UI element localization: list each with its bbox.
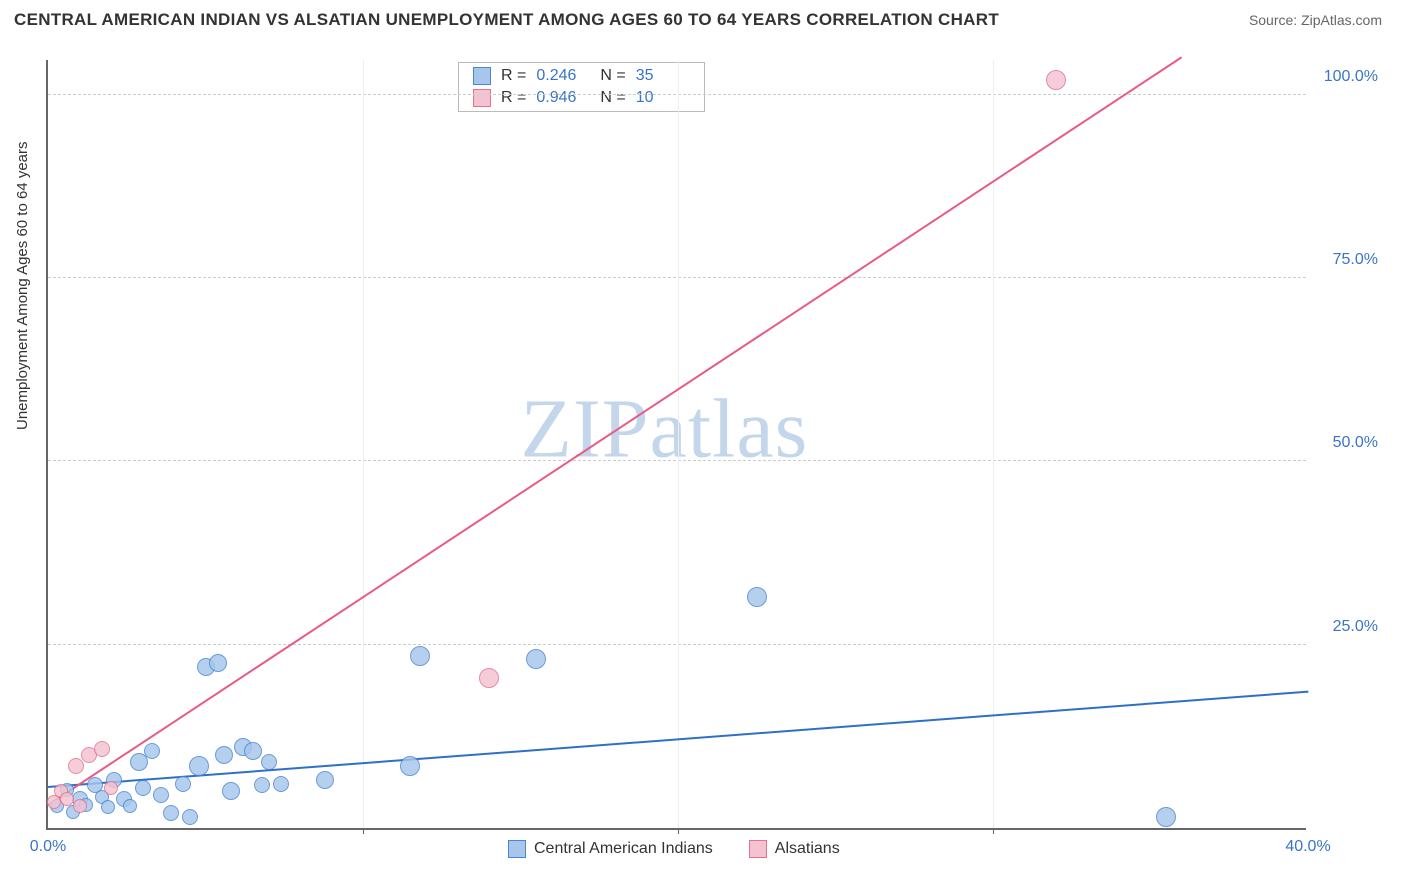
data-point (222, 782, 240, 800)
data-point (209, 654, 227, 672)
legend-n-label: N = (600, 67, 625, 85)
y-tick-label: 50.0% (1316, 434, 1378, 452)
data-point (316, 771, 334, 789)
data-point (101, 800, 115, 814)
data-point (73, 799, 87, 813)
legend-n-value: 10 (636, 89, 690, 107)
data-point (261, 754, 277, 770)
legend-swatch (508, 840, 526, 858)
scatter-chart: ZIPatlas R =0.246N =35R =0.946N =10 Cent… (46, 60, 1306, 830)
legend-swatch (473, 67, 491, 85)
gridline-horizontal (48, 277, 1306, 278)
data-point (244, 742, 262, 760)
data-point (273, 776, 289, 792)
title-row: CENTRAL AMERICAN INDIAN VS ALSATIAN UNEM… (0, 0, 1406, 36)
y-axis-label: Unemployment Among Ages 60 to 64 years (14, 141, 31, 430)
y-tick-label: 75.0% (1316, 251, 1378, 269)
legend-swatch (473, 89, 491, 107)
correlation-legend-row: R = 0.246 N = 35 (459, 65, 704, 87)
correlation-legend: R = 0.246 N = 35 R = 0.946 N = 10 (458, 62, 705, 112)
data-point (254, 777, 270, 793)
y-tick-label: 100.0% (1316, 68, 1378, 86)
x-tick-mark (363, 828, 364, 834)
legend-n-value: 35 (636, 67, 690, 85)
data-point (123, 799, 137, 813)
data-point (189, 756, 209, 776)
gridline-horizontal (48, 644, 1306, 645)
data-point (400, 756, 420, 776)
series-legend: Central American Indians Alsatians (508, 840, 840, 858)
legend-n-label: N = (600, 89, 625, 107)
legend-r-label: R = (501, 67, 526, 85)
legend-r-value: 0.946 (536, 89, 590, 107)
data-point (153, 787, 169, 803)
data-point (104, 781, 118, 795)
source-value: ZipAtlas.com (1301, 12, 1382, 28)
legend-r-label: R = (501, 89, 526, 107)
gridline-horizontal (48, 94, 1306, 95)
data-point (135, 780, 151, 796)
legend-item: Central American Indians (508, 840, 713, 858)
x-tick-mark (993, 828, 994, 834)
correlation-legend-row: R = 0.946 N = 10 (459, 87, 704, 109)
chart-title: CENTRAL AMERICAN INDIAN VS ALSATIAN UNEM… (14, 10, 999, 30)
data-point (1156, 807, 1176, 827)
regression-line (47, 56, 1182, 806)
data-point (1046, 70, 1066, 90)
data-point (175, 776, 191, 792)
data-point (526, 649, 546, 669)
gridline-vertical (993, 60, 994, 828)
gridline-vertical (678, 60, 679, 828)
legend-label: Central American Indians (534, 840, 713, 858)
data-point (182, 809, 198, 825)
data-point (215, 746, 233, 764)
data-point (479, 668, 499, 688)
data-point (68, 758, 84, 774)
gridline-vertical (363, 60, 364, 828)
data-point (94, 741, 110, 757)
x-tick-label: 0.0% (30, 838, 66, 856)
legend-swatch (749, 840, 767, 858)
data-point (747, 587, 767, 607)
x-tick-label: 40.0% (1285, 838, 1330, 856)
gridline-horizontal (48, 460, 1306, 461)
data-point (163, 805, 179, 821)
x-tick-mark (678, 828, 679, 834)
legend-label: Alsatians (775, 840, 840, 858)
legend-r-value: 0.246 (536, 67, 590, 85)
data-point (144, 743, 160, 759)
legend-item: Alsatians (749, 840, 840, 858)
source-attribution: Source: ZipAtlas.com (1249, 12, 1382, 28)
data-point (410, 646, 430, 666)
y-tick-label: 25.0% (1316, 618, 1378, 636)
source-label: Source: (1249, 12, 1301, 28)
